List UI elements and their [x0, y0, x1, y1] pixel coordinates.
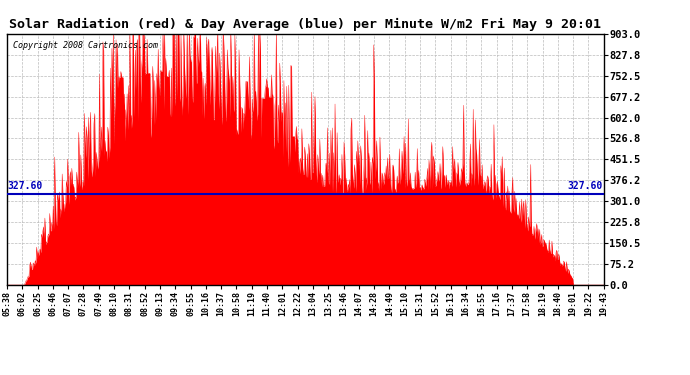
Text: Copyright 2008 Cartronics.com: Copyright 2008 Cartronics.com	[13, 41, 158, 50]
Text: 327.60: 327.60	[568, 181, 603, 191]
Title: Solar Radiation (red) & Day Average (blue) per Minute W/m2 Fri May 9 20:01: Solar Radiation (red) & Day Average (blu…	[10, 18, 601, 31]
Text: 327.60: 327.60	[8, 181, 43, 191]
